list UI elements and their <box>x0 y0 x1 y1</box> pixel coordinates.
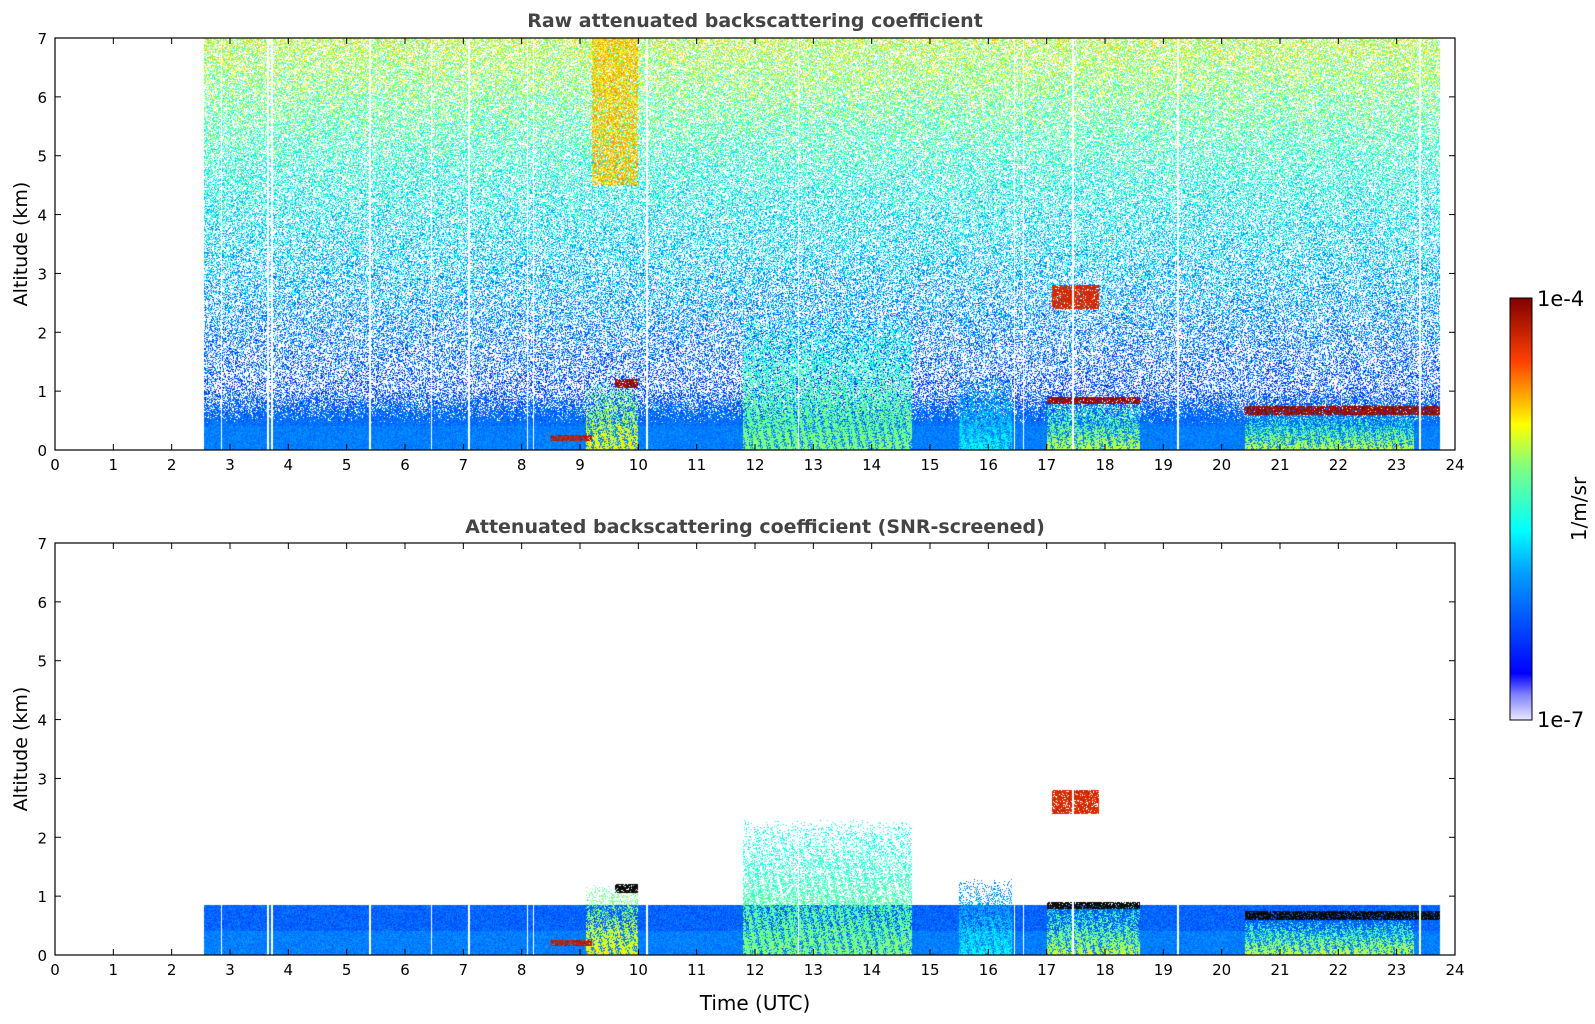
x-tick-label: 17 <box>1037 456 1056 474</box>
y-axis-label-raw: Altitude (km) <box>10 182 32 307</box>
colorbar: 1e-4 1e-7 1/m/sr <box>1509 287 1591 732</box>
x-tick-label: 7 <box>459 456 469 474</box>
x-tick-label: 6 <box>400 456 410 474</box>
x-tick-label: 15 <box>920 456 939 474</box>
x-tick-label: 20 <box>1212 961 1231 979</box>
x-tick-label: 2 <box>167 961 177 979</box>
x-tick-label: 3 <box>225 456 235 474</box>
x-tick-label: 1 <box>109 456 119 474</box>
x-tick-label: 21 <box>1270 456 1289 474</box>
colorbar-unit-label: 1/m/sr <box>1567 476 1591 541</box>
y-axis-raw: 0 1 2 3 4 5 6 7 <box>37 30 1455 460</box>
x-tick-label: 24 <box>1445 456 1464 474</box>
x-axis-screened: 0 1 2 3 4 5 6 7 8 9 10 11 12 13 14 15 16 17 18 19 20 21 22 23 24 <box>50 543 1465 979</box>
x-tick-label: 10 <box>629 456 648 474</box>
x-tick-label: 19 <box>1154 456 1173 474</box>
x-tick-label: 8 <box>517 961 527 979</box>
x-tick-label: 24 <box>1445 961 1464 979</box>
x-tick-label: 17 <box>1037 961 1056 979</box>
panel-screened: Attenuated backscattering coefficient (S… <box>10 516 1465 1015</box>
x-tick-label: 13 <box>804 961 823 979</box>
x-axis-label: Time (UTC) <box>699 991 811 1015</box>
x-tick-label: 14 <box>862 961 881 979</box>
y-tick-label: 2 <box>37 324 47 342</box>
x-tick-label: 14 <box>862 456 881 474</box>
y-tick-label: 5 <box>37 148 47 166</box>
y-tick-label: 1 <box>37 888 47 906</box>
x-tick-label: 16 <box>979 961 998 979</box>
x-tick-label: 4 <box>284 456 294 474</box>
x-axis-raw: 0 1 2 3 4 5 6 7 8 9 10 11 12 13 14 15 16 17 18 19 20 21 22 23 24 <box>50 38 1465 474</box>
y-tick-label: 1 <box>37 383 47 401</box>
colorbar-max-label: 1e-4 <box>1537 287 1584 311</box>
x-tick-label: 0 <box>50 456 60 474</box>
x-tick-label: 16 <box>979 456 998 474</box>
x-tick-label: 12 <box>745 456 764 474</box>
y-tick-label: 0 <box>37 947 47 965</box>
y-tick-label: 2 <box>37 829 47 847</box>
x-tick-label: 22 <box>1329 961 1348 979</box>
y-tick-label: 3 <box>37 770 47 788</box>
x-tick-label: 10 <box>629 961 648 979</box>
x-tick-label: 19 <box>1154 961 1173 979</box>
y-tick-label: 0 <box>37 442 47 460</box>
x-tick-label: 7 <box>459 961 469 979</box>
chart-title-raw: Raw attenuated backscattering coefficien… <box>527 10 983 32</box>
y-tick-label: 7 <box>37 30 47 48</box>
x-tick-label: 12 <box>745 961 764 979</box>
panel-raw: Raw attenuated backscattering coefficien… <box>10 10 1465 474</box>
y-tick-label: 7 <box>37 535 47 553</box>
x-tick-label: 11 <box>687 456 706 474</box>
x-tick-label: 22 <box>1329 456 1348 474</box>
x-tick-label: 21 <box>1270 961 1289 979</box>
x-tick-label: 9 <box>575 456 585 474</box>
x-tick-label: 13 <box>804 456 823 474</box>
y-tick-label: 6 <box>37 89 47 107</box>
x-tick-label: 6 <box>400 961 410 979</box>
heatmap-screened <box>55 543 1455 955</box>
y-tick-label: 4 <box>37 207 47 225</box>
x-tick-label: 1 <box>109 961 119 979</box>
chart-title-screened: Attenuated backscattering coefficient (S… <box>465 516 1045 538</box>
y-tick-label: 4 <box>37 712 47 730</box>
y-tick-label: 3 <box>37 265 47 283</box>
colorbar-gradient <box>1509 297 1533 721</box>
y-axis-screened: 0 1 2 3 4 5 6 7 <box>37 535 1455 965</box>
x-tick-label: 18 <box>1095 961 1114 979</box>
x-tick-label: 18 <box>1095 456 1114 474</box>
heatmap-raw <box>55 38 1455 450</box>
x-tick-label: 23 <box>1387 961 1406 979</box>
y-tick-label: 6 <box>37 594 47 612</box>
x-tick-label: 15 <box>920 961 939 979</box>
x-tick-label: 20 <box>1212 456 1231 474</box>
x-tick-label: 3 <box>225 961 235 979</box>
x-tick-label: 5 <box>342 456 352 474</box>
y-tick-label: 5 <box>37 653 47 671</box>
x-tick-label: 2 <box>167 456 177 474</box>
x-tick-label: 4 <box>284 961 294 979</box>
x-tick-label: 5 <box>342 961 352 979</box>
y-axis-label-screened: Altitude (km) <box>10 687 32 812</box>
colorbar-min-label: 1e-7 <box>1537 708 1584 732</box>
x-tick-label: 0 <box>50 961 60 979</box>
x-tick-label: 9 <box>575 961 585 979</box>
x-tick-label: 8 <box>517 456 527 474</box>
x-tick-label: 11 <box>687 961 706 979</box>
x-tick-label: 23 <box>1387 456 1406 474</box>
